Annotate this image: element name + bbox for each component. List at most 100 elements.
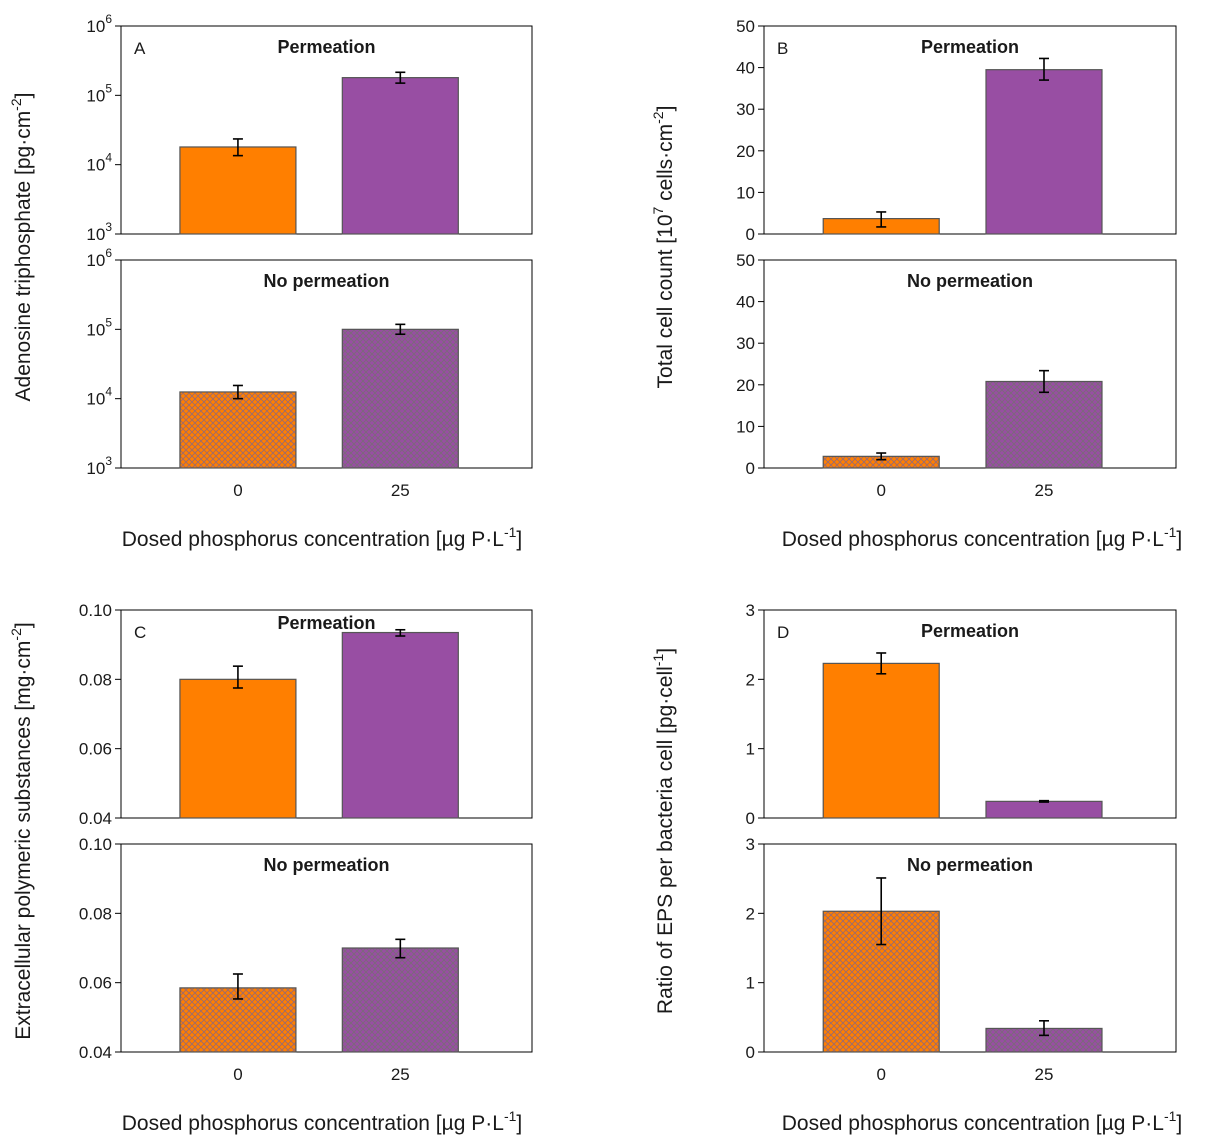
subplot-title: No permeation (907, 271, 1033, 291)
bar-0 (179, 391, 297, 469)
plot-frame (120, 25, 533, 235)
y-axis-title-text: Total cell count [10 (654, 215, 677, 389)
x-tick-label: 0 (233, 1065, 242, 1084)
subplot-title: Permeation (921, 621, 1019, 641)
y-tick-base: 10 (86, 17, 105, 36)
x-axis-title-sup: -1 (1164, 524, 1177, 540)
x-tick-label: 0 (233, 481, 242, 500)
y-tick-label: 106 (86, 246, 112, 270)
y-tick-label: 0.04 (79, 809, 112, 828)
plot-frame (763, 843, 1177, 1053)
subplot-title: Permeation (921, 37, 1019, 57)
chart-b: 0 10 20 30 40 50 Permeation B 0 10 20 30 40 50 No perm… (650, 17, 1182, 551)
y-tick-base: 10 (86, 251, 105, 270)
panel-letter: C (134, 623, 146, 642)
y-axis-title-end2: ] (654, 106, 677, 112)
y-tick-label: 106 (86, 12, 112, 36)
y-tick-label: 30 (736, 100, 755, 119)
y-tick-label: 1 (746, 974, 755, 993)
y-tick-exponent: 6 (105, 246, 112, 260)
plot-frame (120, 259, 533, 469)
subplot-title: No permeation (263, 855, 389, 875)
y-tick-label: 50 (736, 251, 755, 270)
x-axis-title: Dosed phosphorus concentration [µg P·L-1… (122, 524, 522, 551)
y-tick-label: 20 (736, 376, 755, 395)
y-tick-base: 10 (86, 86, 105, 105)
subplot-c-no-permeation: 0.04 0.06 0.08 0.10 No permeation 0 25 (79, 835, 533, 1084)
subplot-title: No permeation (907, 855, 1033, 875)
subplot-title: Permeation (277, 37, 375, 57)
x-axis-title-end: ] (1176, 1112, 1182, 1135)
y-tick-label: 105 (86, 81, 112, 105)
y-tick-label: 2 (746, 904, 755, 923)
plot-frame (763, 25, 1177, 235)
y-tick-label: 0.06 (79, 974, 112, 993)
y-tick-exponent: 5 (105, 315, 112, 329)
y-tick-label: 10 (736, 417, 755, 436)
y-axis-title-end: ] (12, 93, 35, 99)
bar-25 (985, 69, 1103, 235)
chart-d: 0 1 2 3 Permeation D 0 1 2 3 No permeation 0 25 Ratio… (650, 601, 1182, 1135)
y-tick-label: 105 (86, 315, 112, 339)
y-tick-label: 0.08 (79, 670, 112, 689)
y-axis-title-end: ] (12, 622, 35, 628)
y-axis-title: Adenosine triphosphate [pg·cm-2] (8, 93, 35, 402)
y-tick-label: 3 (746, 835, 755, 854)
y-tick-label: 103 (86, 454, 112, 478)
y-axis-title-text: Adenosine triphosphate [pg·cm (12, 111, 35, 402)
y-tick-exponent: 4 (105, 385, 112, 399)
x-tick-label: 0 (876, 1065, 885, 1084)
y-tick-exponent: 6 (105, 12, 112, 26)
subplot-d-no-permeation: 0 1 2 3 No permeation 0 25 (746, 835, 1177, 1084)
subplot-b-no-permeation: 0 10 20 30 40 50 No permeation 0 25 (736, 251, 1177, 500)
panel-letter: B (777, 39, 788, 58)
x-tick-label: 0 (876, 481, 885, 500)
bar-25 (341, 328, 459, 469)
y-tick-label: 30 (736, 334, 755, 353)
x-axis-title-end: ] (516, 1112, 522, 1135)
y-tick-label: 1 (746, 740, 755, 759)
bar-25 (341, 631, 459, 819)
y-axis-title-sup2: -2 (650, 111, 666, 124)
bar-25 (341, 77, 459, 235)
plot-frame (763, 609, 1177, 819)
y-axis-title-sup: 7 (650, 207, 666, 215)
y-tick-label: 0 (746, 459, 755, 478)
plot-frame (763, 259, 1177, 469)
y-axis-title-text: Ratio of EPS per bacteria cell [pg·cell (654, 666, 677, 1014)
bar-0 (179, 678, 297, 819)
y-tick-label: 0 (746, 225, 755, 244)
subplot-title: Permeation (277, 613, 375, 633)
x-tick-label: 25 (1035, 481, 1054, 500)
y-tick-base: 10 (86, 390, 105, 409)
y-tick-label: 10 (736, 183, 755, 202)
panel-letter: A (134, 39, 146, 58)
chart-c: 0.040.060.080.10PermeationC0.040.060.080… (8, 601, 533, 1135)
x-axis-title-sup: -1 (504, 1108, 517, 1124)
y-tick-label: 40 (736, 293, 755, 312)
y-tick-label: 2 (746, 670, 755, 689)
plot-frame (120, 843, 533, 1053)
y-tick-label: 0 (746, 809, 755, 828)
y-tick-label: 103 (86, 220, 112, 244)
y-tick-label: 20 (736, 142, 755, 161)
y-tick-base: 10 (86, 320, 105, 339)
y-tick-label: 0.10 (79, 835, 112, 854)
x-axis-title: Dosed phosphorus concentration [µg P·L-1… (782, 1108, 1182, 1135)
y-tick-exponent: 3 (105, 454, 112, 468)
x-axis-title-sup: -1 (504, 524, 517, 540)
y-tick-label: 50 (736, 17, 755, 36)
y-axis-title: Ratio of EPS per bacteria cell [pg·cell-… (650, 648, 677, 1014)
x-axis-title: Dosed phosphorus concentration [µg P·L-1… (122, 1108, 522, 1135)
y-tick-exponent: 5 (105, 81, 112, 95)
y-tick-label: 0 (746, 1043, 755, 1062)
x-axis-title-end: ] (516, 528, 522, 551)
x-axis-title-end: ] (1176, 528, 1182, 551)
x-axis-title-text: Dosed phosphorus concentration [µg P·L (782, 1112, 1164, 1135)
subplot-c-permeation: 0.04 0.06 0.08 0.10 Permeation C (79, 601, 533, 828)
x-tick-label: 25 (391, 1065, 410, 1084)
